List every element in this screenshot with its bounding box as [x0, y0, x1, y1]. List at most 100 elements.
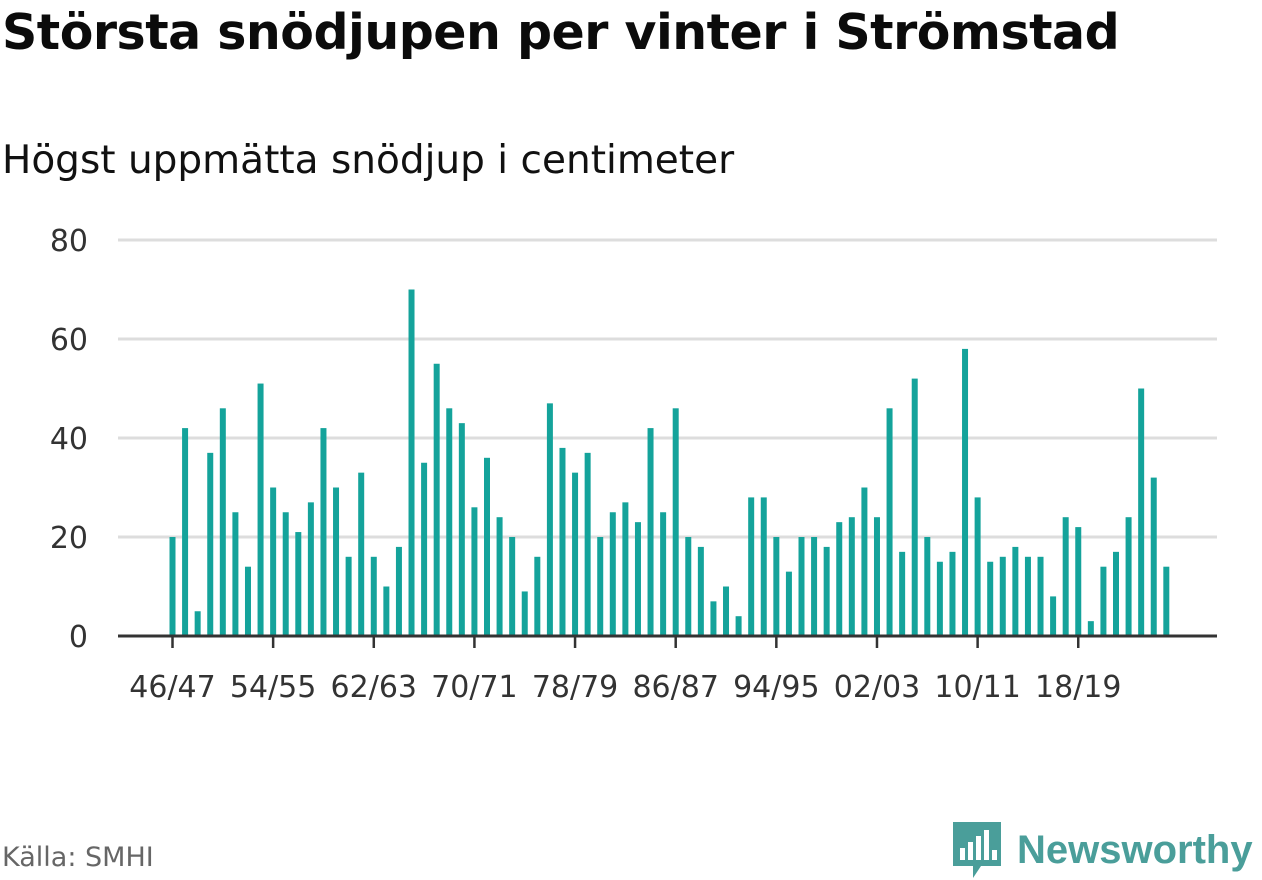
- bars: [169, 289, 1170, 636]
- bar: [295, 532, 302, 636]
- chart-subtitle: Högst uppmätta snödjup i centimeter: [2, 138, 735, 183]
- newsworthy-logo[interactable]: Newsworthy: [951, 820, 1253, 880]
- x-axis: 46/47 54/55 62/63 70/71 78/79 86/87 94/95 02/03…: [118, 634, 1217, 705]
- bar: [886, 408, 893, 636]
- bar: [521, 591, 528, 636]
- bar: [345, 556, 352, 636]
- x-tick-label: 46/47: [129, 670, 215, 705]
- bar: [370, 556, 377, 636]
- bar: [622, 502, 629, 636]
- x-tick-label: 78/79: [532, 670, 618, 705]
- bar: [1075, 527, 1082, 636]
- x-tick-label: 62/63: [331, 670, 417, 705]
- x-tick-label: 70/71: [431, 670, 517, 705]
- bar: [660, 512, 667, 636]
- y-tick-label: 60: [50, 323, 88, 358]
- bar: [333, 487, 340, 636]
- bar: [219, 408, 226, 636]
- x-tick-label: 18/19: [1035, 670, 1121, 705]
- bar: [911, 378, 918, 636]
- bar: [383, 586, 390, 636]
- bar: [1113, 551, 1119, 636]
- bar: [773, 537, 780, 636]
- bar: [421, 462, 428, 636]
- y-tick-label: 80: [50, 224, 88, 259]
- bar: [836, 522, 843, 636]
- x-tick-label: 10/11: [934, 670, 1020, 705]
- bar: [408, 289, 415, 636]
- source-note: Källa: SMHI: [2, 842, 154, 873]
- bar: [785, 571, 792, 636]
- bar: [597, 537, 604, 636]
- y-tick-label: 0: [69, 620, 88, 655]
- x-tick-label: 54/55: [230, 670, 316, 705]
- bar: [307, 502, 314, 636]
- bar: [634, 522, 641, 636]
- bar: [546, 403, 553, 636]
- bar: [924, 537, 931, 636]
- bar: [320, 428, 327, 636]
- bar: [974, 497, 981, 636]
- bar: [1087, 621, 1094, 636]
- bar: [244, 566, 251, 636]
- bar: [760, 497, 767, 636]
- bar: [584, 452, 591, 636]
- bar: [1100, 566, 1107, 636]
- bar: [534, 556, 541, 636]
- bar: [496, 517, 503, 636]
- bar: [458, 423, 465, 636]
- bar: [811, 537, 818, 636]
- bar: [270, 487, 277, 636]
- bar: [609, 512, 616, 636]
- bar: [1125, 517, 1132, 636]
- bar: [169, 537, 176, 636]
- bar: [1138, 388, 1145, 636]
- y-axis-ticks: 0 20 40 60 80: [50, 224, 88, 655]
- y-tick-label: 40: [50, 422, 88, 457]
- bar: [723, 586, 730, 636]
- bar: [484, 457, 490, 636]
- chart-title: Största snödjupen per vinter i Strömstad: [2, 4, 1120, 61]
- bar: [798, 537, 805, 636]
- bar: [899, 551, 906, 636]
- bar: [509, 537, 516, 636]
- bar-chart-logo-icon: [953, 822, 1001, 878]
- bar: [1150, 477, 1157, 636]
- bar: [962, 348, 969, 636]
- y-tick-label: 20: [50, 521, 88, 556]
- bar: [471, 507, 478, 636]
- bar: [395, 546, 402, 636]
- bar: [647, 428, 654, 636]
- bar: [999, 556, 1006, 636]
- bar: [710, 601, 717, 636]
- bar: [1024, 556, 1031, 636]
- bar: [949, 551, 956, 636]
- bar: [446, 408, 453, 636]
- x-tick-label: 02/03: [834, 670, 920, 705]
- bar: [232, 512, 239, 636]
- bar: [559, 447, 566, 636]
- bar: [1012, 546, 1019, 636]
- bar: [207, 452, 214, 636]
- bar: [697, 546, 704, 636]
- bar: [936, 561, 943, 636]
- bar: [1163, 566, 1170, 636]
- bar: [572, 472, 579, 636]
- bar: [735, 616, 742, 636]
- bar: [182, 428, 189, 636]
- bar: [685, 537, 692, 636]
- brand-name: Newsworthy: [1017, 827, 1253, 872]
- bar: [358, 472, 365, 636]
- bar: [748, 497, 755, 636]
- bar: [672, 408, 679, 636]
- x-tick-label: 94/95: [733, 670, 819, 705]
- bar: [823, 546, 830, 636]
- bar: [861, 487, 868, 636]
- bar: [1037, 556, 1044, 636]
- bar: [433, 363, 440, 636]
- bar: [1062, 517, 1069, 636]
- bar: [873, 517, 880, 636]
- bar: [257, 383, 264, 636]
- bar: [987, 561, 994, 636]
